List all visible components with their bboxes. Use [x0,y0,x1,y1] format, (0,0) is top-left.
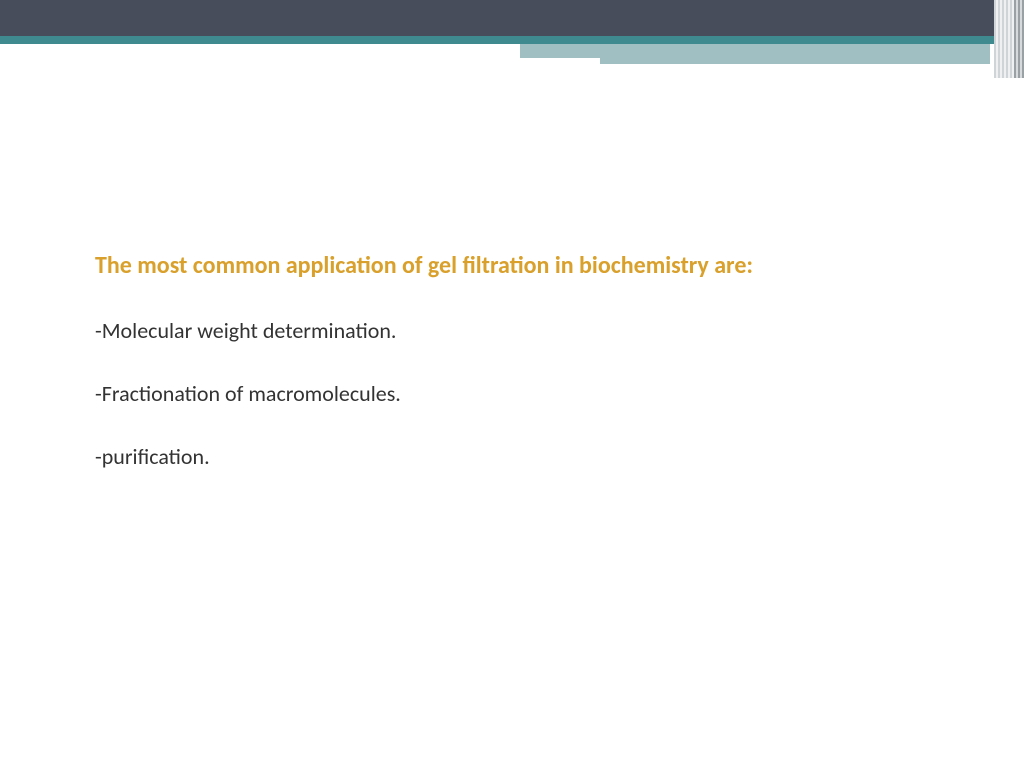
light-teal-bar-2 [600,58,990,64]
top-dark-band [0,0,1024,36]
list-item: -Molecular weight determination. [95,317,964,344]
list-item: -Fractionation of macromolecules. [95,380,964,407]
slide-heading: The most common application of gel filtr… [95,250,964,281]
slide: The most common application of gel filtr… [0,0,1024,768]
content-area: The most common application of gel filtr… [95,250,964,470]
right-ruled-strip-dark [1014,0,1024,78]
teal-stripe [0,36,1024,44]
list-item: -purification. [95,443,964,470]
light-teal-bar-1 [520,44,990,58]
